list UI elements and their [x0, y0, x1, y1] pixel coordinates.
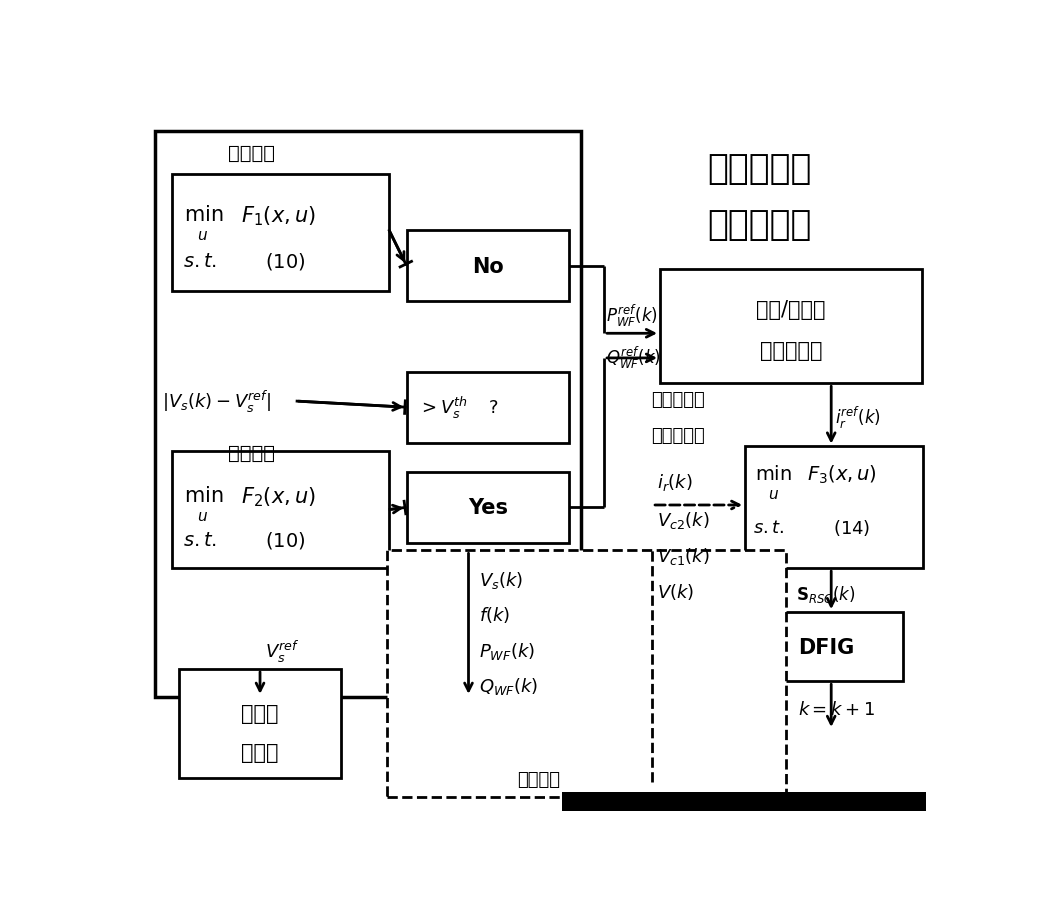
Text: $V_s(k)$: $V_s(k)$	[478, 569, 522, 590]
Text: $(10)$: $(10)$	[265, 529, 305, 550]
Text: $>V_s^{th}$: $>V_s^{th}$	[418, 394, 468, 421]
FancyBboxPatch shape	[171, 452, 389, 568]
Text: 型预测控制: 型预测控制	[707, 208, 811, 241]
Text: 型预测控制: 型预测控制	[651, 426, 704, 445]
Text: 行人员: 行人员	[242, 742, 279, 763]
Text: DFIG: DFIG	[799, 637, 854, 657]
Text: $|V_s(k)-V_s^{ref}|$: $|V_s(k)-V_s^{ref}|$	[162, 388, 271, 415]
Text: $P_{WF}^{ref}(k)$: $P_{WF}^{ref}(k)$	[605, 302, 658, 329]
Text: $(14)$: $(14)$	[832, 517, 870, 537]
Text: 率控制外环: 率控制外环	[760, 341, 822, 361]
FancyBboxPatch shape	[387, 551, 786, 797]
Text: $f(k)$: $f(k)$	[478, 605, 510, 625]
FancyBboxPatch shape	[758, 612, 903, 681]
Text: $u$: $u$	[767, 486, 779, 501]
Text: Yes: Yes	[468, 497, 508, 517]
FancyBboxPatch shape	[660, 270, 922, 384]
Text: $s.t.$: $s.t.$	[183, 251, 217, 271]
Text: $k=k+1$: $k=k+1$	[798, 701, 874, 718]
Text: $Q_{WF}(k)$: $Q_{WF}(k)$	[478, 676, 538, 697]
Text: $P_{WF}(k)$: $P_{WF}(k)$	[478, 640, 535, 661]
Text: $i_r(k)$: $i_r(k)$	[657, 471, 693, 492]
Text: $Q_{WF}^{ref}(k)$: $Q_{WF}^{ref}(k)$	[605, 344, 661, 371]
FancyBboxPatch shape	[407, 373, 570, 443]
Text: 下层转子模: 下层转子模	[651, 390, 704, 408]
Text: $V_{c1}(k)$: $V_{c1}(k)$	[657, 545, 709, 566]
Text: $\min$: $\min$	[756, 465, 792, 484]
Text: $F_1(x,u)$: $F_1(x,u)$	[242, 204, 316, 228]
FancyBboxPatch shape	[745, 447, 924, 568]
Text: $\min$: $\min$	[184, 486, 224, 506]
Text: $(10)$: $(10)$	[265, 251, 305, 271]
Text: $F_2(x,u)$: $F_2(x,u)$	[242, 486, 316, 508]
Text: $\mathbf{S}_{RSC}(k)$: $\mathbf{S}_{RSC}(k)$	[797, 583, 856, 604]
Text: $s.t.$: $s.t.$	[753, 518, 784, 537]
Text: 上层风机模: 上层风机模	[707, 151, 811, 186]
Text: $F_3(x,u)$: $F_3(x,u)$	[807, 464, 878, 486]
Text: $V(k)$: $V(k)$	[657, 581, 694, 601]
Text: $?$: $?$	[488, 399, 498, 416]
Text: $\min$: $\min$	[184, 205, 224, 225]
FancyBboxPatch shape	[407, 230, 570, 302]
Text: 紧急模式: 紧急模式	[228, 444, 275, 463]
Text: $s.t.$: $s.t.$	[183, 530, 217, 549]
Text: 系统运: 系统运	[242, 703, 279, 723]
FancyBboxPatch shape	[561, 793, 926, 811]
Text: $u$: $u$	[198, 228, 208, 243]
Text: $u$: $u$	[198, 508, 208, 524]
Text: $V_s^{ref}$: $V_s^{ref}$	[265, 639, 300, 665]
FancyBboxPatch shape	[154, 131, 581, 697]
Text: 正常模式: 正常模式	[228, 144, 275, 163]
Text: 有功/无功功: 有功/无功功	[756, 300, 826, 319]
Text: 测量模块: 测量模块	[517, 770, 560, 788]
Text: $i_r^{ref}(k)$: $i_r^{ref}(k)$	[836, 404, 881, 430]
FancyBboxPatch shape	[171, 175, 389, 292]
Text: $V_{c2}(k)$: $V_{c2}(k)$	[657, 509, 709, 530]
FancyBboxPatch shape	[180, 670, 341, 779]
FancyBboxPatch shape	[407, 473, 570, 543]
Text: No: No	[472, 256, 503, 276]
